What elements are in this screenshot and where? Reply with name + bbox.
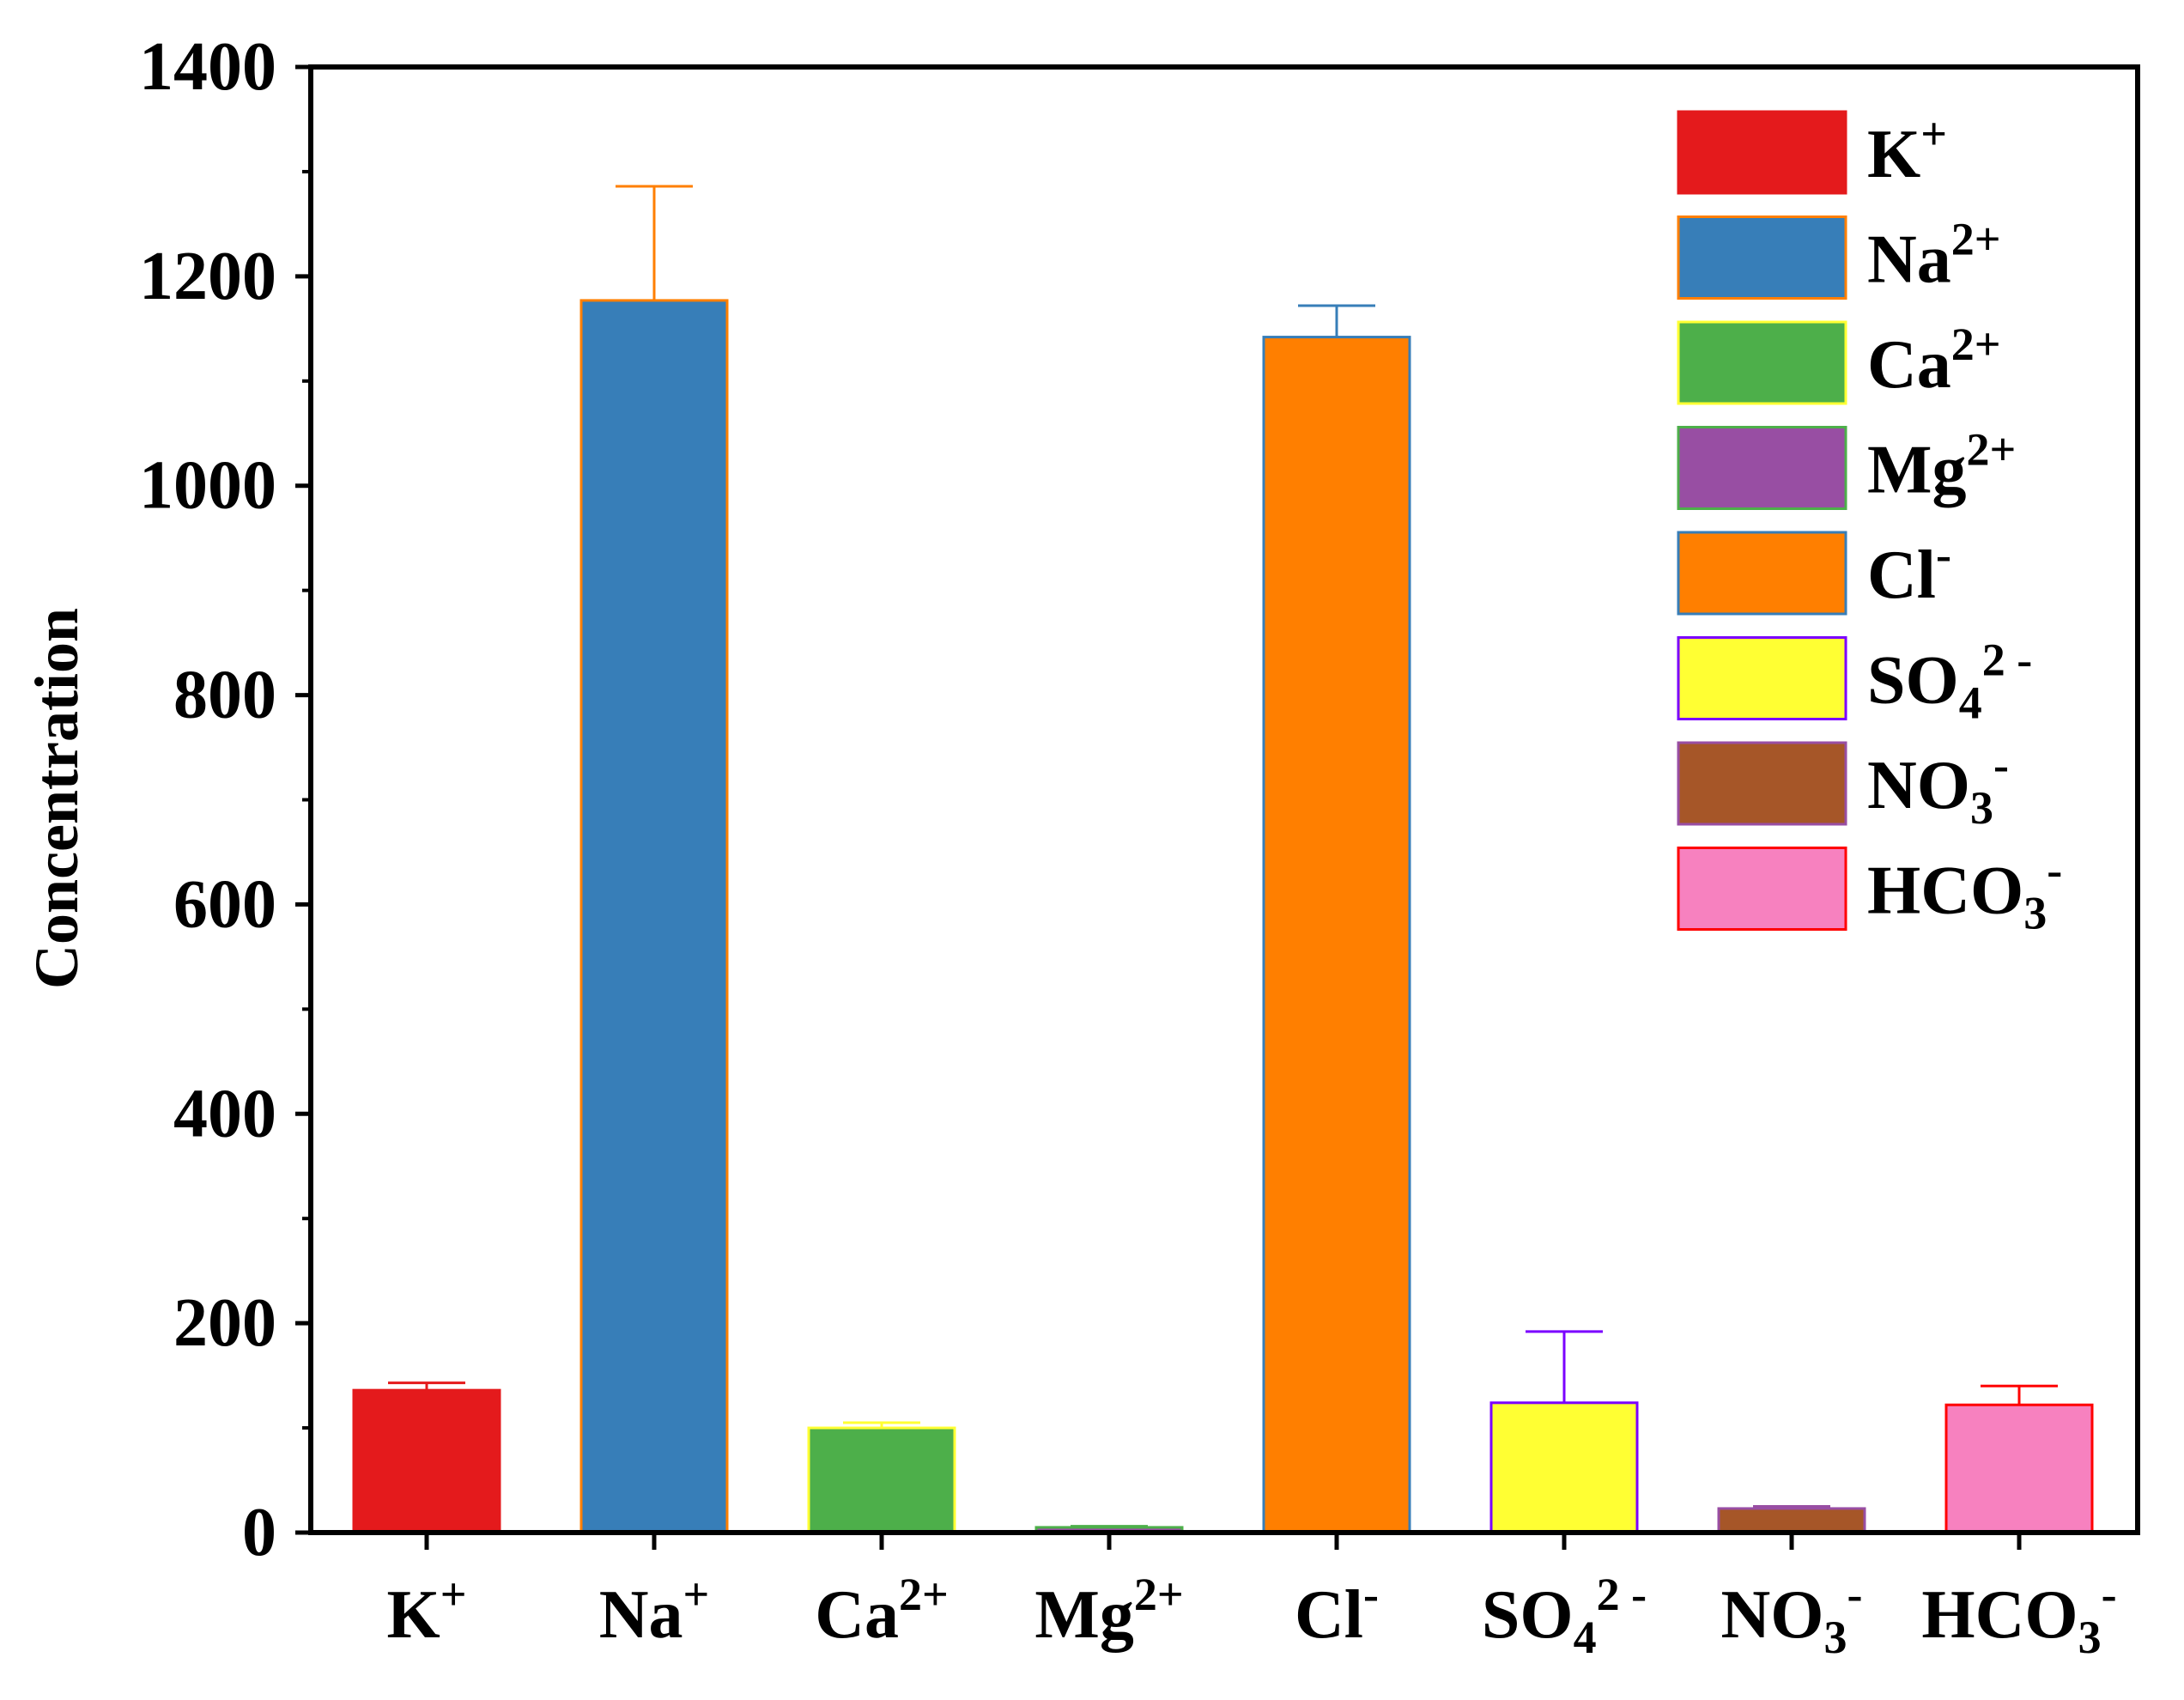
- legend-label-4: Cl-: [1867, 529, 1951, 613]
- legend-swatch-4: [1677, 531, 1847, 616]
- legend-swatch-2: [1677, 320, 1847, 405]
- x-tick-label-3: Mg2+: [1034, 1569, 1183, 1653]
- error-bar-7: [1981, 1384, 2058, 1406]
- error-bars-layer: [388, 185, 2058, 1528]
- legend-label-0: K+: [1867, 108, 1947, 192]
- legend-swatch-6: [1677, 741, 1847, 826]
- bar-2: [807, 1426, 956, 1534]
- legend: K+ Na2+ Ca2+ Mg2+ Cl- SO42 - NO3- HCO3-: [1677, 108, 2062, 939]
- legend-label-5: SO42 -: [1867, 634, 2032, 729]
- error-bar-5: [1526, 1330, 1603, 1403]
- error-bar-0: [388, 1381, 465, 1391]
- legend-label-7: HCO3-: [1867, 845, 2062, 939]
- bar-7: [1944, 1403, 2094, 1534]
- legend-item-5: SO42 -: [1677, 634, 2032, 729]
- error-bar-1: [616, 185, 693, 301]
- legend-swatch-5: [1677, 636, 1847, 720]
- x-tick-label-1: Na+: [599, 1569, 710, 1653]
- x-tick-label-2: Ca2+: [815, 1569, 949, 1653]
- x-tick-label-4: Cl-: [1295, 1569, 1379, 1653]
- x-tick-label-5: SO42 -: [1482, 1569, 1647, 1663]
- x-tick-label-0: K+: [386, 1569, 466, 1653]
- error-bar-4: [1298, 304, 1375, 337]
- legend-label-3: Mg2+: [1867, 424, 2016, 508]
- bar-4: [1262, 336, 1411, 1534]
- legend-item-0: K+: [1677, 108, 1947, 195]
- legend-label-2: Ca2+: [1867, 319, 2001, 403]
- legend-item-3: Mg2+: [1677, 424, 2016, 510]
- y-tick-label-4: 800: [173, 658, 276, 733]
- y-axis-title: Concentration: [22, 608, 91, 989]
- legend-item-4: Cl-: [1677, 529, 1951, 616]
- x-tick-label-7: HCO3-: [1921, 1569, 2116, 1663]
- y-tick-label-7: 1400: [139, 29, 276, 105]
- legend-label-1: Na2+: [1867, 214, 2001, 298]
- legend-item-2: Ca2+: [1677, 319, 2001, 405]
- legend-swatch-7: [1677, 847, 1847, 931]
- y-tick-label-1: 200: [173, 1285, 276, 1361]
- x-tick-label-6: NO3-: [1721, 1569, 1863, 1663]
- bar-0: [352, 1388, 501, 1534]
- legend-item-6: NO3-: [1677, 739, 2009, 834]
- error-bar-2: [843, 1421, 920, 1429]
- bar-1: [579, 299, 729, 1534]
- error-bar-6: [1753, 1505, 1830, 1509]
- bar-5: [1489, 1401, 1639, 1534]
- legend-swatch-0: [1677, 110, 1847, 195]
- legend-item-7: HCO3-: [1677, 845, 2062, 939]
- y-tick-label-5: 1000: [139, 448, 276, 524]
- legend-swatch-3: [1677, 426, 1847, 510]
- bar-6: [1717, 1507, 1866, 1534]
- y-tick-label-3: 600: [173, 866, 276, 942]
- legend-item-1: Na2+: [1677, 214, 2001, 300]
- y-tick-label-0: 0: [242, 1495, 276, 1570]
- legend-swatch-1: [1677, 216, 1847, 300]
- legend-label-6: NO3-: [1867, 739, 2009, 834]
- axes-layer: 0 200 400 600 800 1000 1200 1400 K+ Na+ Ca2+ Mg2+ Cl…: [22, 29, 2140, 1663]
- y-tick-label-6: 1200: [139, 239, 276, 314]
- y-tick-label-2: 400: [173, 1076, 276, 1151]
